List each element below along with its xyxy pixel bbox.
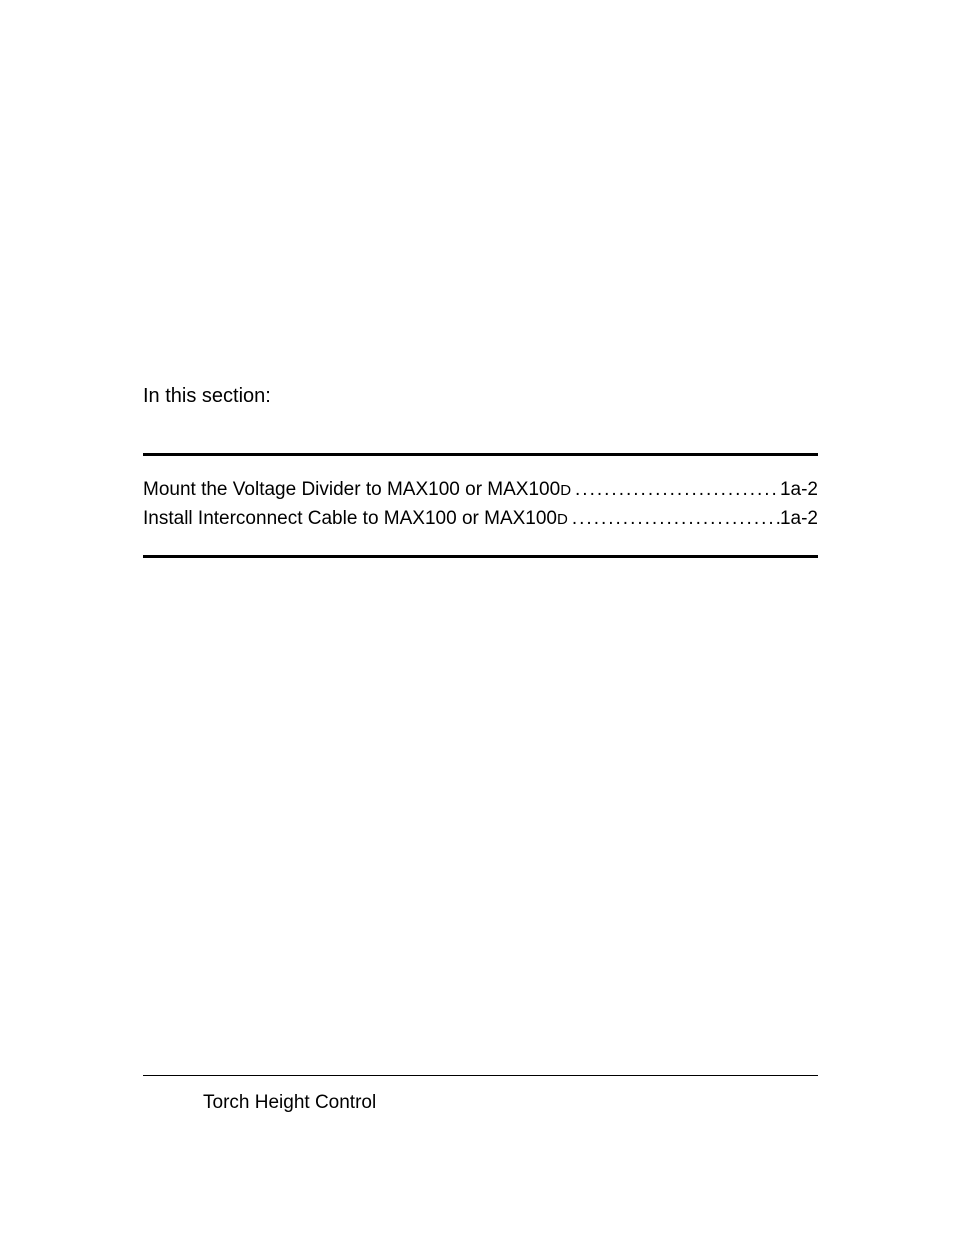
divider-bottom [143,555,818,558]
toc-entry-page: 1a-2 [780,505,818,534]
footer-area: Torch Height Control [143,1075,818,1114]
content-area: In this section: Mount the Voltage Divid… [143,385,818,558]
footer-text: Torch Height Control [143,1092,818,1114]
toc-entry: Install Interconnect Cable to MAX100 or … [143,505,818,534]
toc-block: Mount the Voltage Divider to MAX100 or M… [143,456,818,555]
toc-leader [571,476,780,505]
toc-entry-text: Mount the Voltage Divider to MAX100 or M… [143,476,571,505]
toc-leader [568,505,780,534]
toc-entry-page: 1a-2 [780,476,818,505]
section-heading: In this section: [143,385,818,408]
toc-entry: Mount the Voltage Divider to MAX100 or M… [143,476,818,505]
footer-rule [143,1075,818,1076]
toc-entry-text: Install Interconnect Cable to MAX100 or … [143,505,568,534]
